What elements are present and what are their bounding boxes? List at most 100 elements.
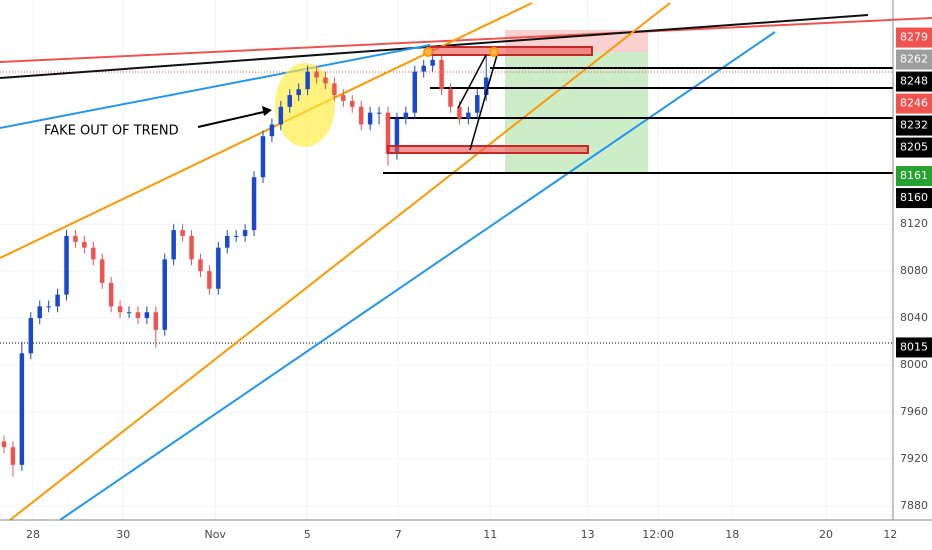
- candle-body: [1, 441, 7, 448]
- x-tick-label: 18: [725, 528, 739, 541]
- candle-body: [180, 230, 185, 236]
- candle-body: [439, 59, 444, 90]
- candle-body: [305, 71, 310, 90]
- marker: [489, 47, 499, 57]
- wedge-line: [457, 54, 487, 109]
- candles: [1, 48, 489, 477]
- x-tick-label: 5: [304, 528, 311, 541]
- arrow: [197, 110, 269, 128]
- price-label: 8248: [900, 75, 928, 88]
- price-label-bg: [896, 71, 932, 92]
- candle-body: [207, 271, 212, 289]
- candle-body: [28, 318, 34, 354]
- price-label-bg: [896, 166, 932, 187]
- candle-body: [19, 353, 25, 465]
- candle-body: [153, 312, 159, 330]
- price-label: 8160: [900, 191, 928, 204]
- candle-body: [126, 312, 132, 314]
- y-tick-label: 7920: [900, 452, 928, 465]
- price-label-bg: [896, 27, 932, 48]
- zone-box: [387, 145, 589, 154]
- candle-body: [269, 124, 275, 137]
- candle-body: [457, 106, 462, 119]
- price-label-bg: [896, 137, 932, 158]
- y-tick-label: 7880: [900, 499, 928, 512]
- trend-line: [0, 2, 533, 259]
- candle-body: [296, 89, 301, 96]
- candle-body: [483, 77, 489, 96]
- price-label-bg: [896, 49, 932, 70]
- candle-body: [73, 235, 78, 242]
- axes: 7880 7920 7960 8000 8040 8080 8120 28 30 Nov 5 7 11 1…: [26, 27, 932, 541]
- price-label: 8232: [900, 119, 928, 132]
- x-tick-label: 28: [26, 528, 40, 541]
- candle-body: [162, 259, 167, 330]
- trend-line: [0, 44, 431, 129]
- candle-body: [189, 235, 194, 260]
- x-tick-label: 13: [581, 528, 595, 541]
- candle-body: [466, 112, 471, 119]
- candle-body: [376, 112, 382, 114]
- candle-body: [55, 294, 60, 307]
- candle-body: [394, 118, 400, 154]
- candle-body: [171, 230, 176, 260]
- trend-line: [9, 2, 671, 521]
- trend-line: [59, 31, 776, 521]
- candle-body: [91, 247, 96, 260]
- candle-body: [144, 312, 150, 319]
- candle-body: [448, 89, 453, 107]
- candle-body: [251, 177, 257, 231]
- candle-body: [358, 106, 364, 125]
- y-tick-label: 8000: [900, 358, 928, 371]
- x-tick-label: 12:00: [642, 528, 674, 541]
- x-tick-label: 7: [395, 528, 402, 541]
- price-label-bg: [896, 93, 932, 114]
- y-tick-label: 8120: [900, 217, 928, 230]
- annotation: FAKE OUT OF TREND: [44, 124, 179, 139]
- trend-line: [0, 17, 932, 63]
- candle-body: [341, 95, 346, 101]
- candle-body: [314, 71, 319, 78]
- candle-body: [287, 95, 292, 107]
- candle-body: [385, 112, 391, 154]
- candle-body: [332, 83, 337, 96]
- x-tick-label: 11: [483, 528, 497, 541]
- price-label: 8205: [900, 141, 928, 154]
- candle-body: [82, 241, 87, 248]
- candle-body: [323, 77, 328, 84]
- y-tick-label: 8080: [900, 264, 928, 277]
- candle-body: [198, 259, 203, 272]
- candle-body: [260, 136, 266, 178]
- y-tick-label: 8040: [900, 311, 928, 324]
- wedge-line: [469, 54, 498, 151]
- candle-body: [37, 306, 42, 319]
- x-tick-label: 20: [819, 528, 833, 541]
- candle-body: [350, 100, 355, 107]
- candle-body: [367, 112, 373, 125]
- y-tick-label: 7960: [900, 405, 928, 418]
- price-label: 8262: [900, 53, 928, 66]
- candle-body: [278, 106, 284, 125]
- candle-body: [216, 247, 221, 289]
- price-label-bg: [896, 188, 932, 209]
- candle-body: [233, 235, 239, 237]
- candle-body: [430, 59, 435, 66]
- candle-body: [64, 235, 69, 295]
- candle-body: [403, 112, 409, 119]
- x-tick-label: Nov: [204, 528, 226, 541]
- price-label: 8246: [900, 97, 928, 110]
- price-label-bg: [896, 115, 932, 136]
- marker: [423, 47, 433, 57]
- candle-body: [99, 259, 105, 283]
- candle-body: [225, 235, 230, 248]
- candle-body: [10, 447, 16, 465]
- candle-body: [117, 306, 123, 313]
- zone-box: [429, 46, 593, 56]
- candle-body: [412, 71, 418, 113]
- price-label: 8279: [900, 31, 928, 44]
- price-label: 8015: [900, 340, 928, 353]
- highlight: [275, 63, 335, 147]
- x-tick-label: 12: [883, 528, 897, 541]
